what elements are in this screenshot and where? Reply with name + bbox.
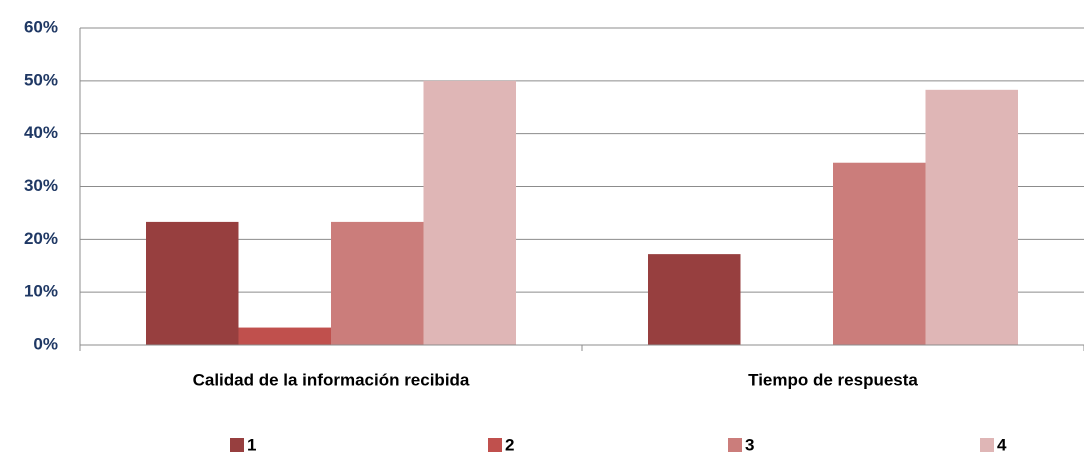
legend-swatch bbox=[980, 438, 994, 452]
legend-swatch bbox=[728, 438, 742, 452]
bar bbox=[423, 80, 516, 345]
bar bbox=[925, 89, 1018, 345]
legend-swatch bbox=[488, 438, 502, 452]
x-tick-label: Calidad de la información recibida bbox=[193, 370, 470, 389]
bar bbox=[648, 254, 741, 345]
bar bbox=[146, 221, 239, 345]
y-tick-label: 20% bbox=[24, 229, 58, 248]
bar bbox=[331, 221, 424, 345]
x-tick-label: Tiempo de respuesta bbox=[748, 370, 918, 389]
legend-label: 1 bbox=[247, 435, 256, 454]
bar bbox=[238, 327, 331, 345]
legend-label: 3 bbox=[745, 435, 754, 454]
y-tick-label: 0% bbox=[33, 334, 58, 353]
legend-swatch bbox=[230, 438, 244, 452]
legend-label: 4 bbox=[997, 435, 1007, 454]
y-tick-label: 40% bbox=[24, 123, 58, 142]
y-tick-label: 50% bbox=[24, 70, 58, 89]
bar bbox=[833, 162, 926, 345]
y-tick-label: 60% bbox=[24, 17, 58, 36]
y-tick-label: 30% bbox=[24, 176, 58, 195]
legend-label: 2 bbox=[505, 435, 514, 454]
y-tick-label: 10% bbox=[24, 282, 58, 301]
